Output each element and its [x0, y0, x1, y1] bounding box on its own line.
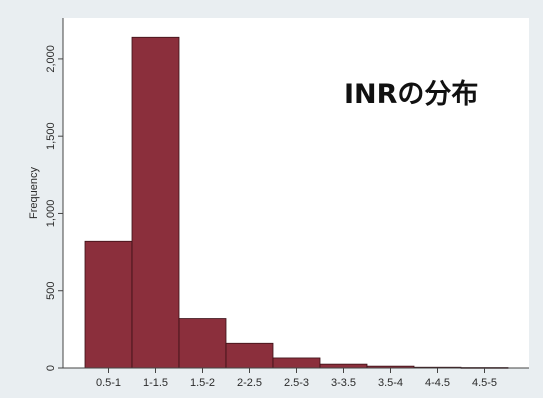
x-tick-label: 0.5-1 [96, 377, 121, 389]
bar-1-1.5 [131, 36, 180, 369]
chart-title: INRの分布 [344, 79, 479, 110]
x-tick-label: 1-1.5 [143, 377, 168, 389]
bar-0.5-1 [84, 240, 133, 369]
x-tick-label: 2.5-3 [284, 377, 309, 389]
y-tick-label: 1,500 [45, 122, 57, 150]
bar-2-2.5 [225, 342, 274, 369]
y-tick-label: 0 [45, 365, 57, 371]
x-tick-label: 3.5-4 [378, 377, 403, 389]
x-tick-label: 2-2.5 [237, 377, 262, 389]
x-tick-label: 4.5-5 [472, 377, 497, 389]
y-tick-label: 2,000 [45, 45, 57, 73]
y-tick-label: 500 [45, 282, 57, 300]
bar-1.5-2 [178, 318, 227, 369]
x-tick-label: 4-4.5 [425, 377, 450, 389]
y-ticks-group: 0 500 1,000 1,500 2,000 [45, 45, 63, 371]
x-ticks-group: 0.5-1 1-1.5 1.5-2 2-2.5 2.5-3 3-3.5 3.5-4 4-4.5… [96, 368, 497, 389]
x-tick-label: 1.5-2 [190, 377, 215, 389]
y-tick-label: 1,000 [45, 200, 57, 228]
x-tick-label: 3-3.5 [331, 377, 356, 389]
bar-2.5-3 [272, 357, 321, 369]
bar-3-3.5 [319, 363, 368, 369]
bars-group [84, 36, 509, 369]
y-axis-label: Frequency [28, 167, 40, 219]
